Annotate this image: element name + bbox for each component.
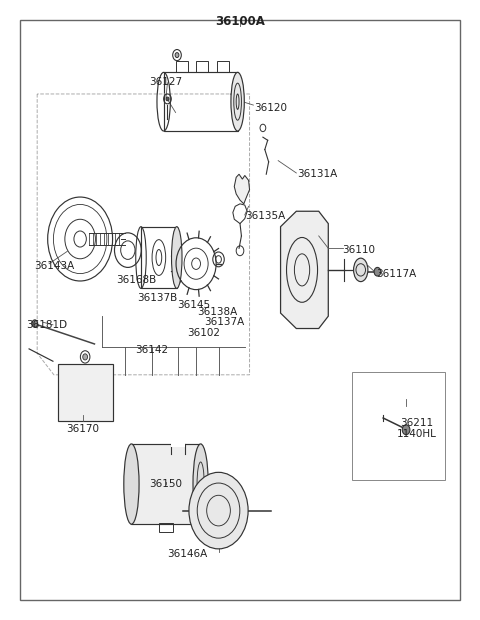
Circle shape	[189, 472, 248, 549]
Text: 36110: 36110	[343, 244, 376, 255]
Circle shape	[175, 53, 179, 58]
Ellipse shape	[193, 444, 208, 524]
Text: 36181D: 36181D	[26, 321, 67, 330]
Text: 36127: 36127	[149, 77, 182, 87]
Bar	[164, 73, 238, 131]
Bar	[61, 397, 82, 416]
Text: 36100A: 36100A	[215, 15, 265, 28]
Bar	[217, 61, 229, 73]
Circle shape	[402, 425, 410, 435]
Text: 36137A: 36137A	[204, 317, 244, 327]
Text: 36138A: 36138A	[197, 308, 237, 317]
Ellipse shape	[354, 258, 368, 281]
Polygon shape	[58, 365, 113, 421]
Text: 36145: 36145	[177, 300, 210, 310]
Circle shape	[374, 267, 381, 276]
Circle shape	[83, 354, 87, 360]
Bar	[176, 61, 188, 73]
Bar	[61, 374, 82, 392]
Bar	[196, 61, 208, 73]
Text: 36135A: 36135A	[245, 211, 285, 221]
Text: 36146A: 36146A	[168, 549, 208, 559]
Text: 36211
1140HL: 36211 1140HL	[396, 418, 436, 440]
Bar	[86, 397, 107, 416]
Text: 36168B: 36168B	[116, 275, 156, 285]
Circle shape	[32, 320, 37, 327]
Ellipse shape	[124, 444, 139, 524]
Circle shape	[166, 97, 169, 101]
Text: 36120: 36120	[254, 102, 288, 113]
Bar	[287, 234, 322, 305]
Bar	[159, 523, 173, 531]
Bar	[132, 444, 201, 524]
Ellipse shape	[171, 227, 182, 288]
Polygon shape	[281, 211, 328, 329]
Text: 36143A: 36143A	[34, 260, 74, 270]
Text: 36142: 36142	[135, 345, 168, 355]
Bar	[171, 437, 185, 447]
Text: 36170: 36170	[66, 423, 99, 433]
Text: 36150: 36150	[149, 479, 182, 489]
Text: 36131A: 36131A	[297, 169, 337, 179]
Text: 36102: 36102	[188, 329, 220, 339]
Bar	[86, 374, 107, 392]
Polygon shape	[234, 174, 250, 204]
Bar	[141, 227, 177, 288]
Text: 36137B: 36137B	[137, 293, 178, 303]
Ellipse shape	[231, 73, 244, 131]
Text: 36117A: 36117A	[376, 269, 416, 279]
Bar	[352, 372, 445, 480]
